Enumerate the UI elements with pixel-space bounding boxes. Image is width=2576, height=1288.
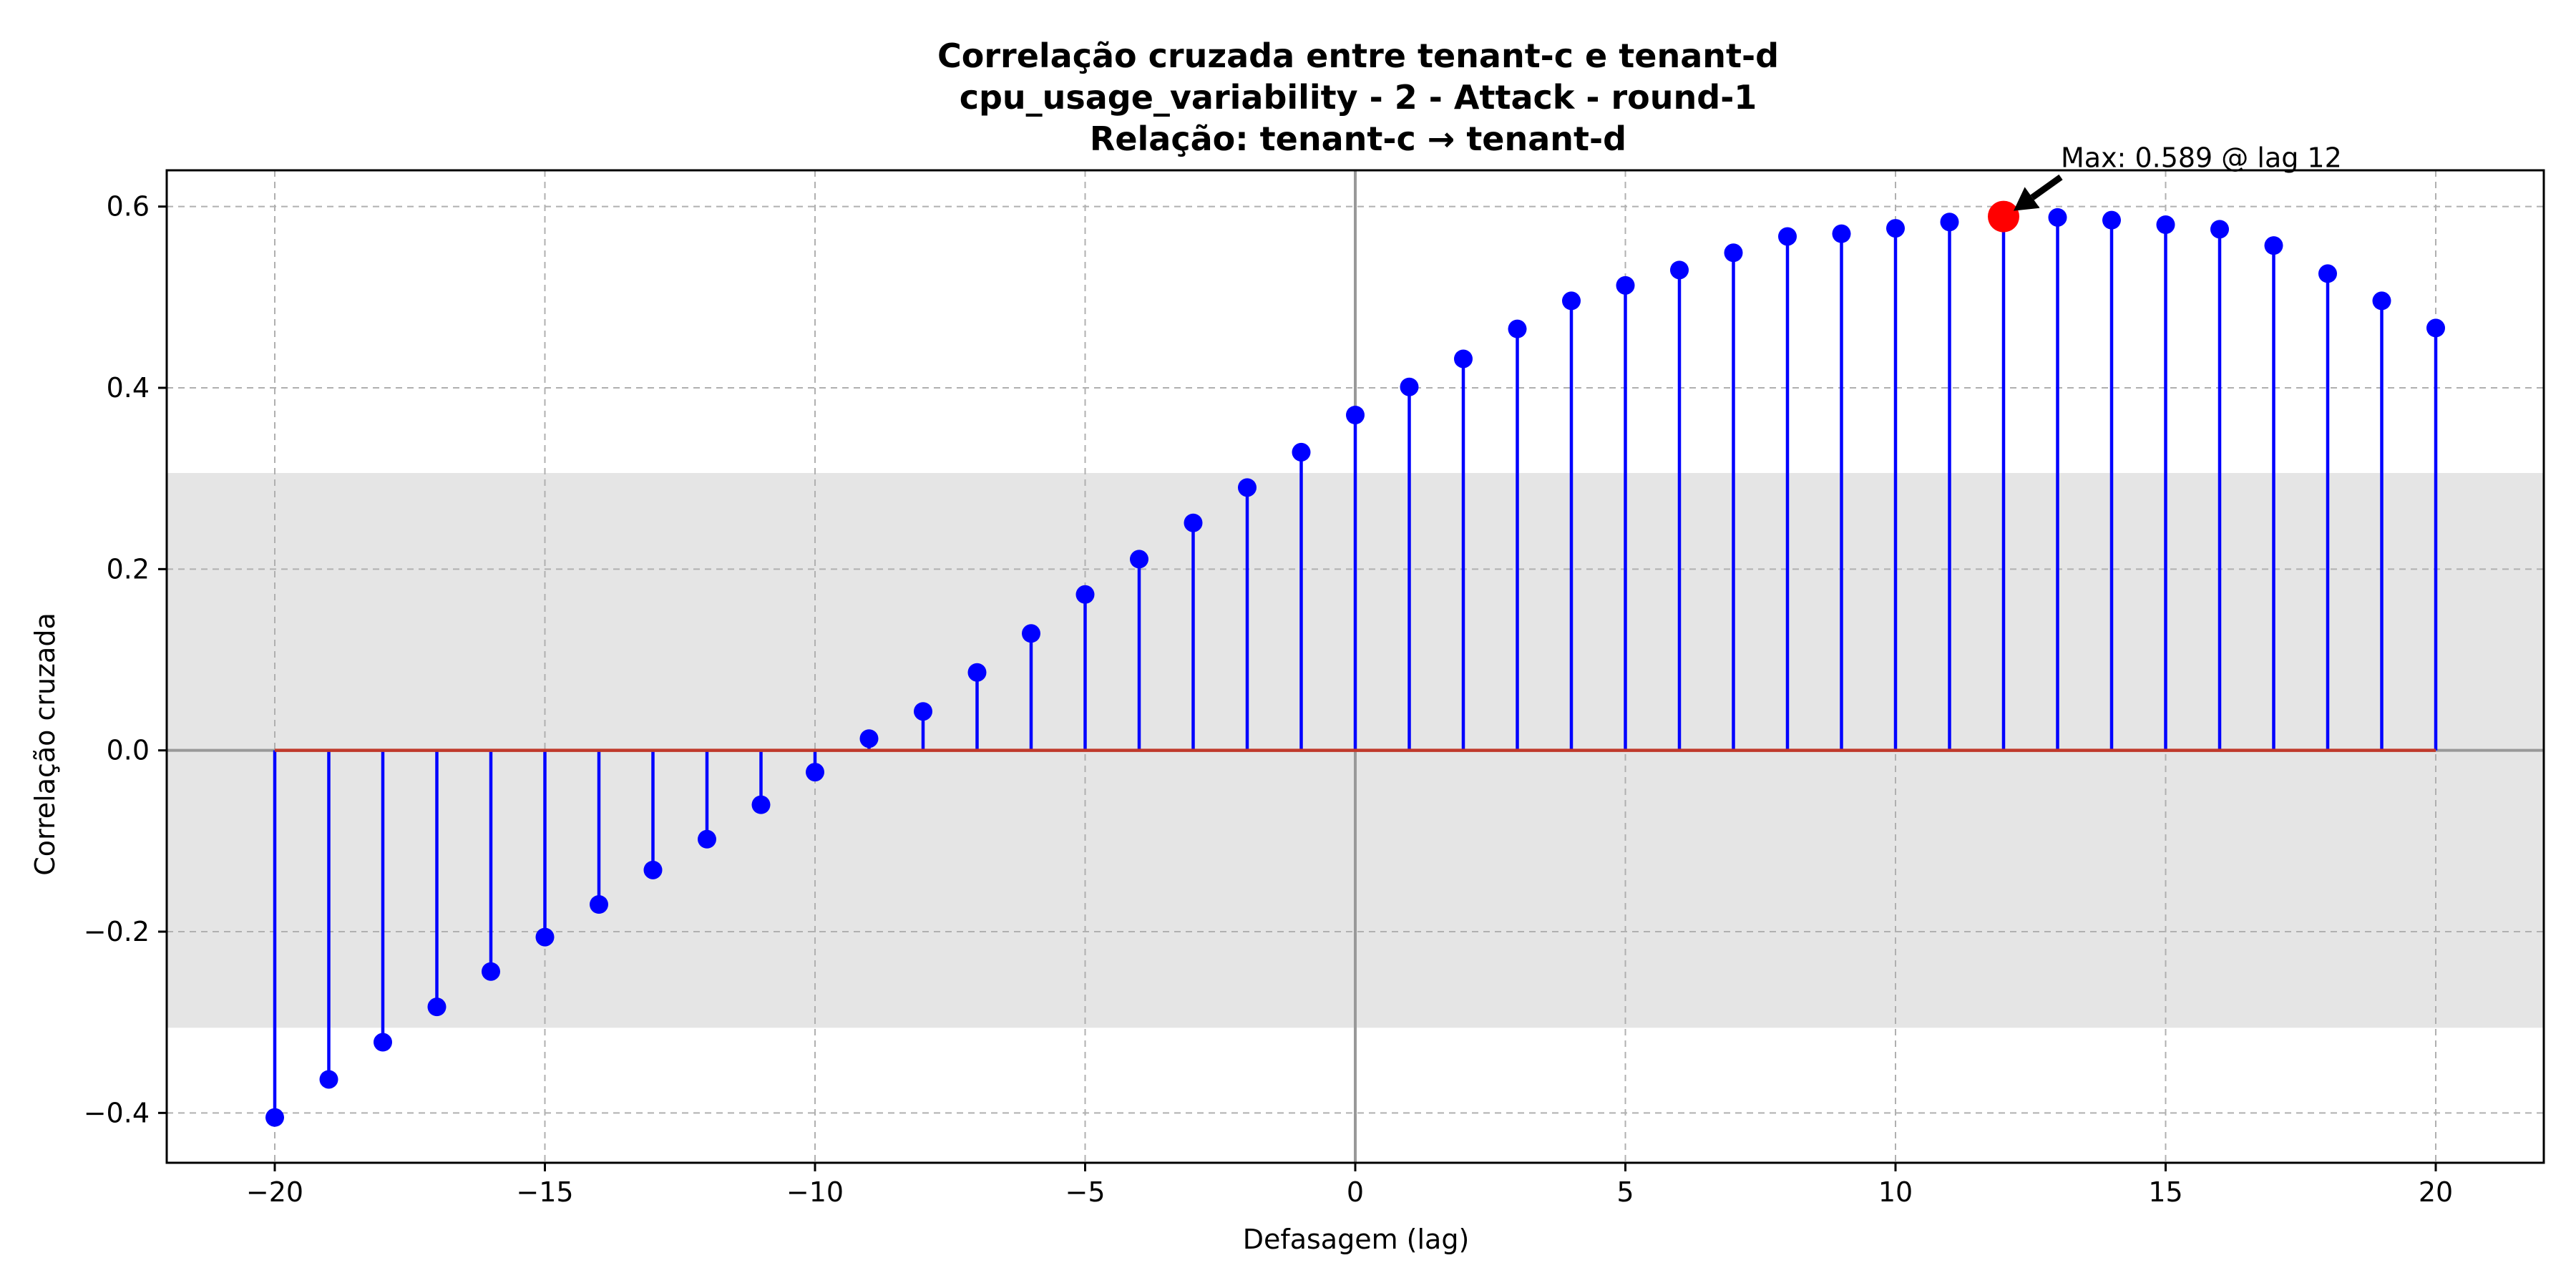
- x-tick-label: 10: [1878, 1176, 1913, 1208]
- stem-marker: [1562, 291, 1581, 311]
- stem-marker: [914, 702, 932, 721]
- stem-marker: [374, 1033, 392, 1052]
- x-tick-label: −10: [786, 1176, 844, 1208]
- stem-marker: [1292, 442, 1311, 462]
- x-tick-label: −5: [1065, 1176, 1105, 1208]
- chart-title-line-1: Correlação cruzada entre tenant-c e tena…: [937, 36, 1779, 75]
- x-tick-label: 20: [2419, 1176, 2453, 1208]
- stem-marker: [1940, 213, 1959, 232]
- stem-marker: [2156, 215, 2175, 234]
- stem-marker: [967, 663, 987, 682]
- stem-marker: [2372, 291, 2391, 311]
- x-tick-label: 5: [1616, 1176, 1634, 1208]
- annotation-arrow-shaft: [2030, 174, 2063, 200]
- stem-marker: [2318, 264, 2337, 283]
- stem-marker: [1454, 349, 1473, 369]
- stem-marker: [535, 927, 555, 947]
- stem-marker: [1130, 550, 1148, 569]
- x-tick-label: 15: [2148, 1176, 2182, 1208]
- y-tick-label: −0.4: [84, 1097, 150, 1128]
- y-axis-label: Correlação cruzada: [29, 613, 61, 876]
- stem-marker: [1346, 406, 1365, 424]
- max-annotation-label: Max: 0.589 @ lag 12: [2061, 142, 2342, 174]
- stem-marker: [265, 1108, 284, 1127]
- stem-marker: [427, 997, 447, 1017]
- stem-marker: [1400, 377, 1419, 396]
- stem-marker: [1508, 319, 1527, 338]
- stem-marker: [319, 1070, 338, 1089]
- stem-marker: [1724, 243, 1743, 263]
- stem-marker: [1670, 260, 1689, 280]
- stem-marker: [1832, 224, 1851, 243]
- x-tick-label: −15: [516, 1176, 573, 1208]
- stem-marker: [2210, 220, 2229, 239]
- stem-marker: [698, 829, 716, 849]
- stem-marker: [1022, 624, 1040, 643]
- x-tick-label: 0: [1347, 1176, 1364, 1208]
- y-tick-label: 0.4: [107, 372, 150, 404]
- annotation-arrow-head: [2014, 187, 2040, 211]
- max-marker: [1988, 200, 2019, 233]
- stem-marker: [806, 763, 824, 782]
- chart-title-line-3: Relação: tenant-c → tenant-d: [1090, 119, 1626, 158]
- x-tick-label: −20: [246, 1176, 303, 1208]
- stem-marker: [2048, 208, 2067, 227]
- stem-marker: [590, 895, 608, 914]
- stem-marker: [1886, 219, 1905, 238]
- y-tick-label: 0.0: [107, 735, 150, 766]
- stem-marker: [482, 962, 500, 981]
- stem-marker: [1075, 585, 1095, 604]
- stem-marker: [1238, 478, 1257, 497]
- stem-marker: [1616, 275, 1635, 295]
- x-axis-label: Defasagem (lag): [1243, 1224, 1470, 1255]
- y-tick-label: 0.2: [107, 553, 150, 585]
- chart-title-line-2: cpu_usage_variability - 2 - Attack - rou…: [960, 78, 1757, 117]
- stem-marker: [2102, 210, 2121, 230]
- stem-marker: [751, 795, 771, 814]
- y-tick-label: −0.2: [84, 916, 150, 947]
- plot-area: Max: 0.589 @ lag 12 −20 −15 −10 −5 0 5 10 15 20 −0…: [84, 142, 2545, 1208]
- stem-marker: [643, 860, 663, 879]
- stem-marker: [2264, 236, 2283, 255]
- y-tick-label: 0.6: [107, 191, 150, 223]
- stem-marker: [1778, 227, 1797, 246]
- stem-marker: [1184, 513, 1203, 532]
- stem-marker: [2426, 318, 2445, 338]
- stem-marker: [859, 729, 879, 748]
